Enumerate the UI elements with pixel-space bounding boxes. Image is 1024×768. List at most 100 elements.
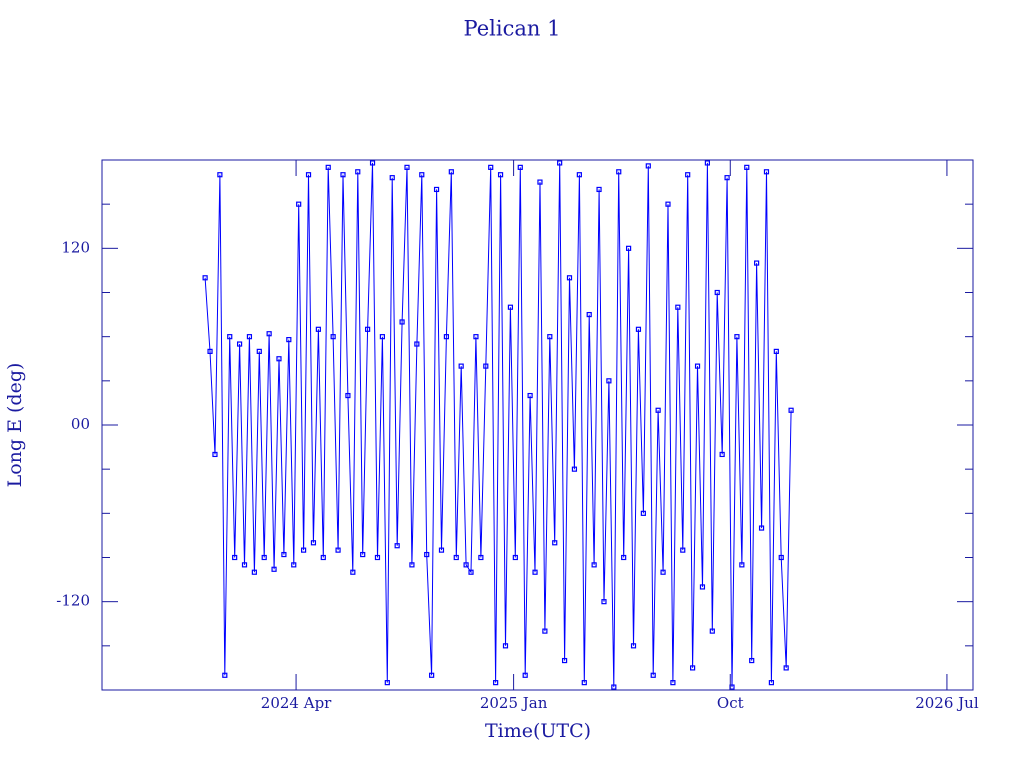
data-point xyxy=(419,172,425,178)
chart-title: Pelican 1 xyxy=(464,17,561,41)
data-point xyxy=(468,569,474,575)
data-point xyxy=(635,326,642,332)
data-point xyxy=(497,172,504,178)
data-point xyxy=(355,169,361,175)
data-point xyxy=(581,680,587,686)
data-point xyxy=(320,554,326,561)
data-point xyxy=(389,175,395,181)
data-point xyxy=(325,164,331,170)
data-point xyxy=(266,331,272,337)
data-point xyxy=(429,672,435,678)
data-point xyxy=(537,179,543,185)
data-point xyxy=(222,672,228,678)
data-point xyxy=(552,540,558,546)
data-point xyxy=(458,363,464,369)
data-point xyxy=(512,554,518,561)
data-point xyxy=(438,547,445,553)
data-point xyxy=(246,334,253,340)
data-point xyxy=(241,562,248,568)
data-point xyxy=(404,164,410,170)
data-point xyxy=(542,628,548,634)
data-point xyxy=(345,392,351,399)
data-point xyxy=(749,657,755,664)
data-point xyxy=(261,554,267,561)
plot-area xyxy=(202,160,794,690)
x-axis-label: Time(UTC) xyxy=(485,720,591,742)
data-point xyxy=(571,466,578,472)
data-point xyxy=(773,348,779,354)
data-point xyxy=(754,260,760,266)
data-point xyxy=(433,186,440,193)
data-point xyxy=(207,348,213,354)
data-point xyxy=(650,672,656,678)
data-point xyxy=(601,599,607,605)
data-point xyxy=(517,164,523,170)
y-tick-label: 00 xyxy=(71,415,90,433)
data-point xyxy=(763,169,770,175)
data-point xyxy=(286,337,292,343)
data-point xyxy=(335,547,341,553)
y-tick-label: -120 xyxy=(56,592,90,610)
data-point xyxy=(522,672,528,678)
data-point xyxy=(301,547,307,553)
data-point xyxy=(291,562,297,568)
data-point xyxy=(591,562,597,568)
data-point xyxy=(704,160,710,166)
data-point xyxy=(709,628,715,634)
data-point xyxy=(660,569,666,575)
data-point xyxy=(606,378,612,384)
data-point xyxy=(424,551,430,558)
data-point xyxy=(394,543,400,549)
data-point xyxy=(502,643,509,649)
data-point xyxy=(557,160,563,166)
data-point xyxy=(694,363,701,369)
data-point xyxy=(734,334,740,340)
data-point xyxy=(478,554,484,561)
data-point xyxy=(655,407,661,413)
data-point xyxy=(527,392,533,399)
data-point xyxy=(596,186,602,193)
data-point xyxy=(665,201,671,207)
data-point xyxy=(625,245,632,251)
data-point xyxy=(212,451,218,458)
data-point xyxy=(360,551,366,558)
y-axis-label: Long E (deg) xyxy=(4,363,26,488)
data-point xyxy=(350,569,356,575)
x-tick-label: Oct xyxy=(717,694,744,712)
data-point xyxy=(315,326,321,332)
data-point xyxy=(448,169,454,175)
data-point xyxy=(670,680,676,686)
data-point xyxy=(251,569,257,575)
data-point xyxy=(699,584,706,590)
data-point xyxy=(443,334,450,340)
data-point xyxy=(488,164,494,170)
data-point xyxy=(281,551,287,558)
data-point xyxy=(714,289,720,296)
data-point xyxy=(374,554,381,561)
data-line xyxy=(204,162,792,688)
x-tick-label: 2024 Apr xyxy=(261,694,332,712)
data-point xyxy=(202,275,208,281)
data-point xyxy=(621,554,627,561)
data-point xyxy=(724,175,730,181)
data-point xyxy=(236,341,243,347)
data-point xyxy=(305,172,312,178)
data-point xyxy=(493,680,499,686)
x-tick-label: 2025 Jan xyxy=(480,694,548,712)
data-point xyxy=(645,163,651,169)
data-point xyxy=(330,334,336,340)
data-point xyxy=(365,326,371,332)
data-point xyxy=(616,169,622,175)
data-point xyxy=(783,665,789,671)
data-point xyxy=(463,562,469,568)
plot-frame xyxy=(101,159,974,691)
data-point xyxy=(675,304,681,310)
y-tick-label: 120 xyxy=(61,238,90,256)
data-point xyxy=(630,643,637,649)
data-point xyxy=(680,547,686,553)
data-point xyxy=(566,275,573,281)
data-point xyxy=(232,554,238,561)
data-point xyxy=(685,172,691,178)
